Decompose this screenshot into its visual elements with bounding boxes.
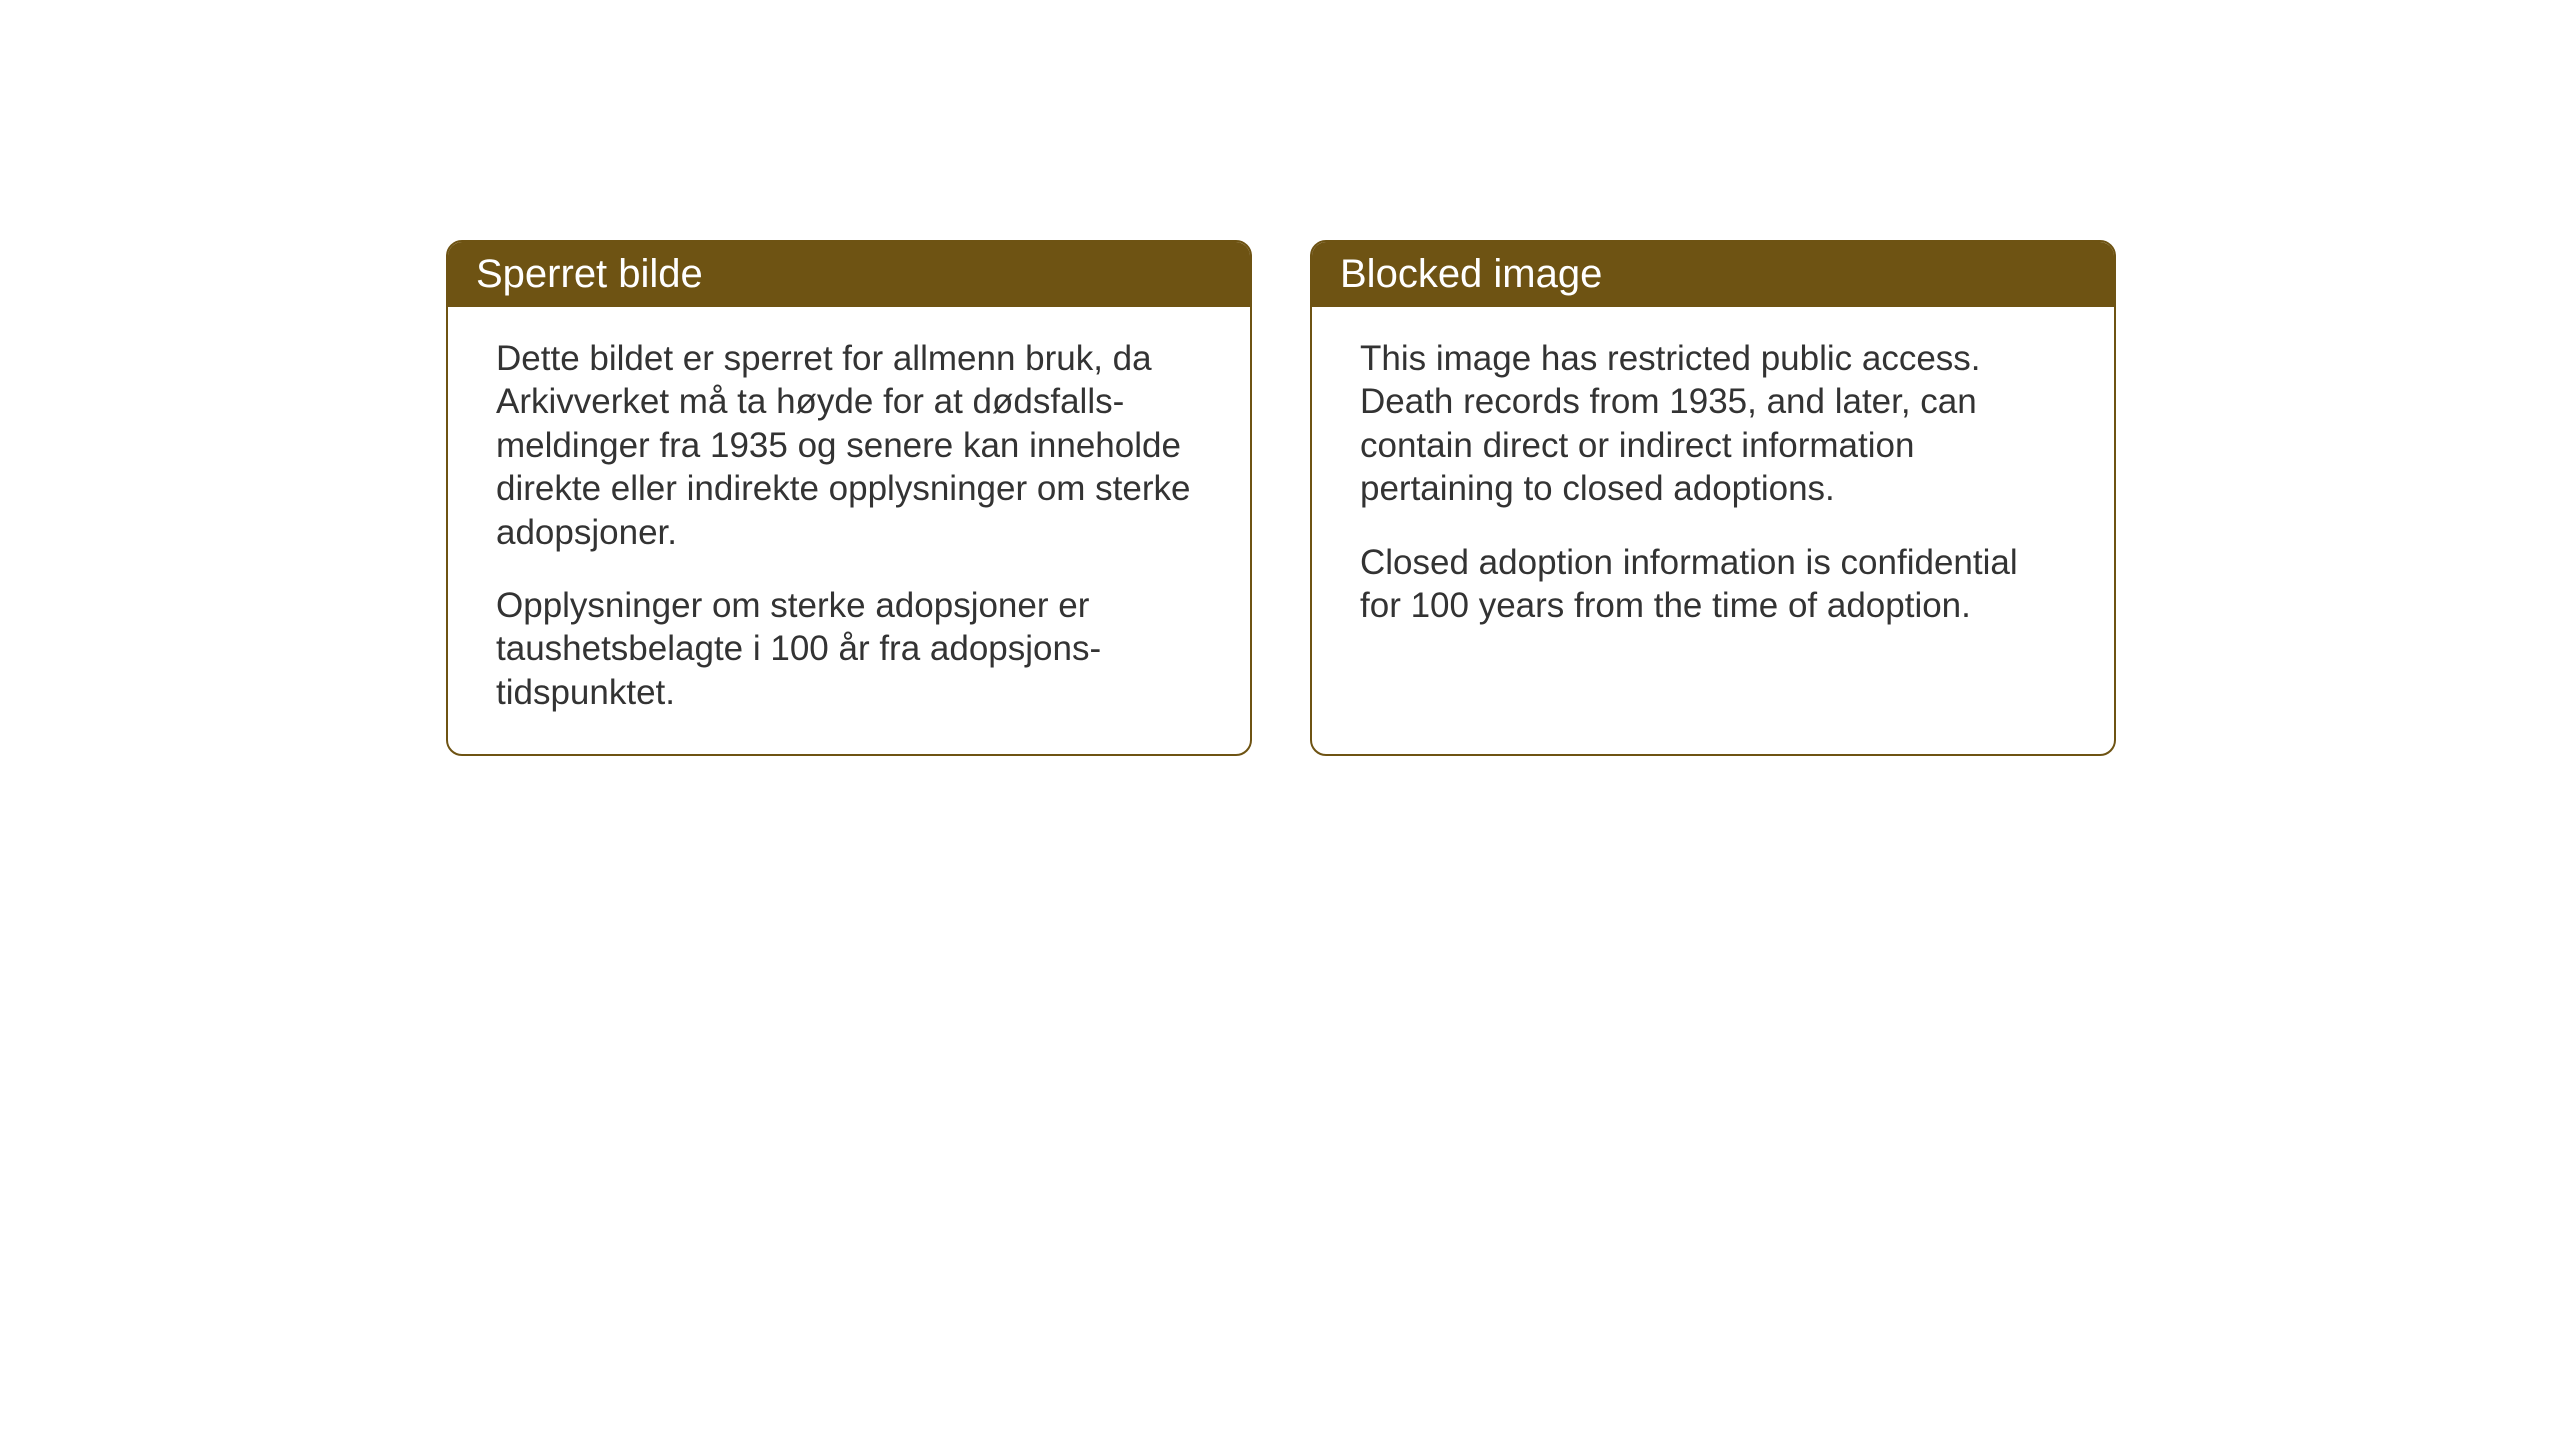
card-norwegian-title: Sperret bilde bbox=[476, 252, 703, 296]
cards-container: Sperret bilde Dette bildet er sperret fo… bbox=[446, 240, 2116, 756]
card-english-paragraph-1: This image has restricted public access.… bbox=[1360, 337, 2066, 511]
card-english-paragraph-2: Closed adoption information is confident… bbox=[1360, 541, 2066, 628]
card-norwegian-body: Dette bildet er sperret for allmenn bruk… bbox=[448, 307, 1250, 754]
card-norwegian-header: Sperret bilde bbox=[448, 242, 1250, 307]
card-english-header: Blocked image bbox=[1312, 242, 2114, 307]
card-norwegian-paragraph-1: Dette bildet er sperret for allmenn bruk… bbox=[496, 337, 1202, 554]
card-norwegian-paragraph-2: Opplysninger om sterke adopsjoner er tau… bbox=[496, 584, 1202, 714]
card-english-title: Blocked image bbox=[1340, 252, 1602, 296]
card-english: Blocked image This image has restricted … bbox=[1310, 240, 2116, 756]
card-norwegian: Sperret bilde Dette bildet er sperret fo… bbox=[446, 240, 1252, 756]
card-english-body: This image has restricted public access.… bbox=[1312, 307, 2114, 667]
